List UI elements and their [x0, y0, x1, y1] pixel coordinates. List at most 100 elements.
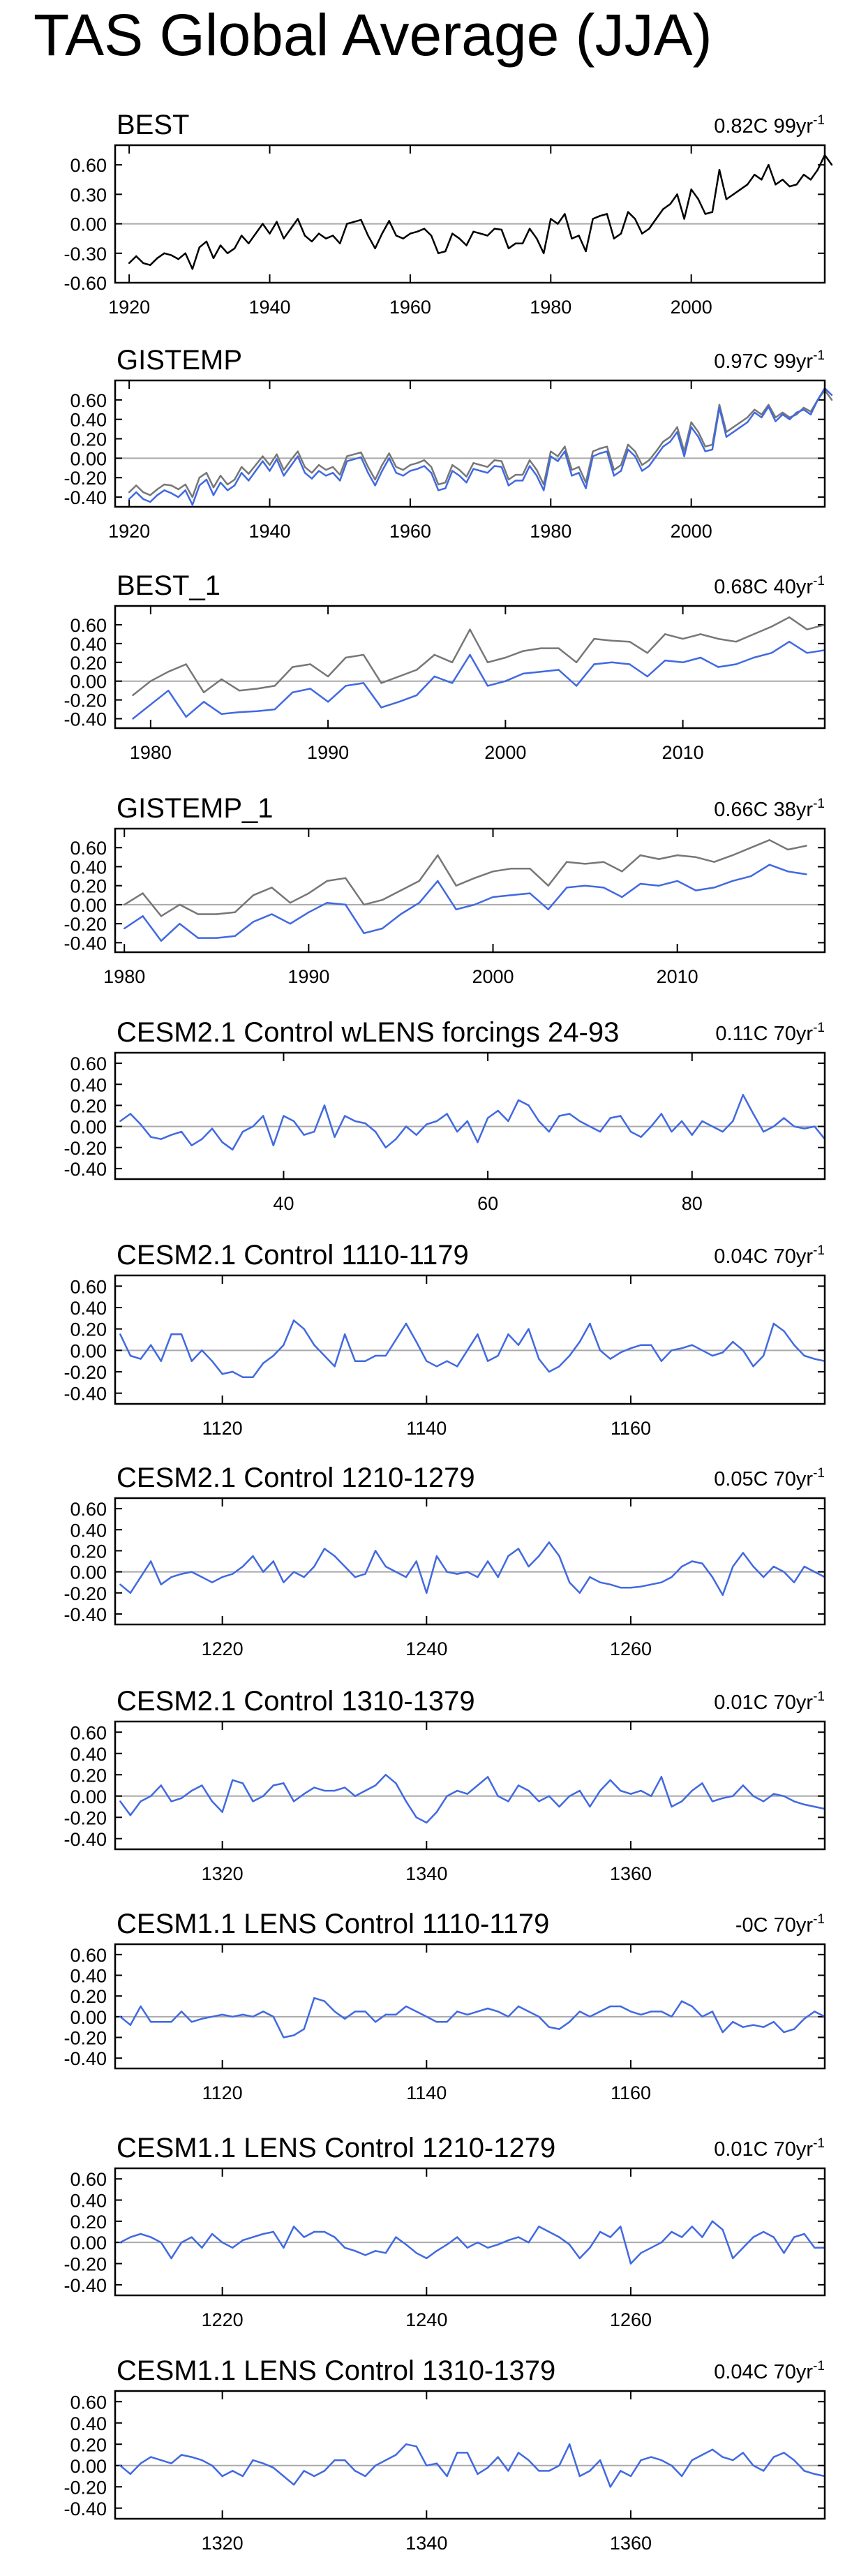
data-point	[742, 1094, 745, 1096]
data-point	[184, 489, 186, 491]
data-point	[290, 228, 292, 230]
data-point	[680, 2236, 683, 2238]
data-point	[676, 193, 678, 195]
data-point	[241, 466, 243, 468]
data-point	[761, 413, 763, 415]
data-point	[629, 2263, 632, 2265]
data-point	[783, 2452, 785, 2454]
data-point	[437, 854, 439, 857]
data-point	[212, 257, 215, 260]
data-point	[221, 1372, 223, 1375]
data-point	[252, 2015, 254, 2018]
data-point	[323, 1548, 326, 1550]
data-point	[725, 198, 728, 200]
data-point	[238, 689, 241, 692]
data-point	[364, 1360, 366, 1362]
data-point	[170, 2021, 172, 2023]
data-point	[711, 448, 714, 451]
data-point	[477, 1141, 479, 1143]
data-point	[620, 1352, 622, 1354]
data-point	[585, 250, 587, 253]
data-point	[180, 2241, 183, 2244]
data-point	[493, 228, 495, 230]
data-point	[528, 459, 531, 461]
series-line-obs	[128, 154, 833, 270]
data-point	[599, 1581, 601, 1583]
data-point	[697, 436, 699, 438]
data-point	[793, 1800, 795, 1803]
data-point	[363, 932, 365, 934]
data-point	[272, 2466, 275, 2468]
data-point	[226, 489, 229, 491]
data-point	[620, 2005, 622, 2008]
data-point	[272, 1144, 275, 1146]
data-point	[629, 663, 631, 665]
data-point	[374, 2464, 377, 2466]
data-point	[814, 2011, 816, 2013]
data-point	[711, 1576, 714, 1578]
data-point	[274, 685, 276, 687]
trend-exponent: -1	[813, 1466, 825, 1481]
data-point	[456, 1365, 458, 1368]
data-point	[763, 2230, 765, 2233]
data-point	[180, 1333, 183, 1335]
x-tick-label: 1980	[103, 966, 145, 987]
data-point	[548, 1795, 551, 1797]
data-point	[269, 464, 271, 466]
data-point	[620, 1587, 622, 1589]
data-point	[599, 1130, 601, 1133]
data-point	[344, 2459, 346, 2462]
chart-panel: CESM2.1 Control 1210-1279 0.05C 70yr-1 -0.…	[63, 1463, 826, 1659]
data-point	[430, 235, 433, 237]
data-point	[283, 2036, 285, 2038]
data-point	[241, 2013, 244, 2016]
data-point	[514, 242, 517, 244]
data-point	[691, 1134, 693, 1136]
y-tick-label: 0.40	[70, 1744, 107, 1765]
data-point	[669, 203, 671, 205]
data-point	[497, 1795, 499, 1797]
data-point	[568, 1113, 571, 1115]
data-point	[589, 1576, 591, 1578]
data-point	[409, 232, 412, 235]
data-point	[782, 179, 784, 181]
x-tick-label: 2010	[657, 966, 698, 987]
data-point	[374, 247, 376, 249]
data-point	[814, 1125, 816, 1127]
data-point	[662, 208, 664, 210]
data-point	[522, 672, 524, 675]
y-tick-label: -0.20	[63, 2254, 107, 2275]
data-point	[292, 666, 294, 668]
data-point	[388, 452, 390, 454]
data-point	[802, 174, 805, 176]
data-point	[571, 468, 573, 471]
data-point	[547, 908, 549, 910]
data-point	[170, 1134, 172, 1136]
data-point	[550, 455, 552, 457]
data-point	[262, 1795, 264, 1797]
data-point	[557, 223, 559, 225]
data-point	[364, 1122, 366, 1125]
data-point	[711, 1125, 714, 1127]
data-point	[395, 2013, 397, 2016]
data-point	[381, 232, 383, 235]
x-tick-label: 2000	[484, 742, 526, 763]
data-point	[721, 2228, 724, 2231]
data-point	[507, 2239, 509, 2242]
data-point	[211, 1360, 214, 1362]
data-point	[444, 481, 447, 484]
data-point	[119, 2015, 121, 2018]
data-point	[129, 2473, 132, 2475]
data-point	[437, 483, 440, 486]
data-point	[323, 1354, 326, 1357]
data-point	[344, 903, 347, 906]
data-point	[775, 416, 777, 419]
data-point	[331, 466, 334, 468]
data-point	[814, 1805, 816, 1808]
data-point	[367, 235, 369, 237]
data-point	[179, 922, 181, 925]
data-point	[809, 413, 812, 415]
data-point	[479, 470, 481, 472]
data-point	[660, 1776, 663, 1778]
data-point	[725, 436, 728, 438]
